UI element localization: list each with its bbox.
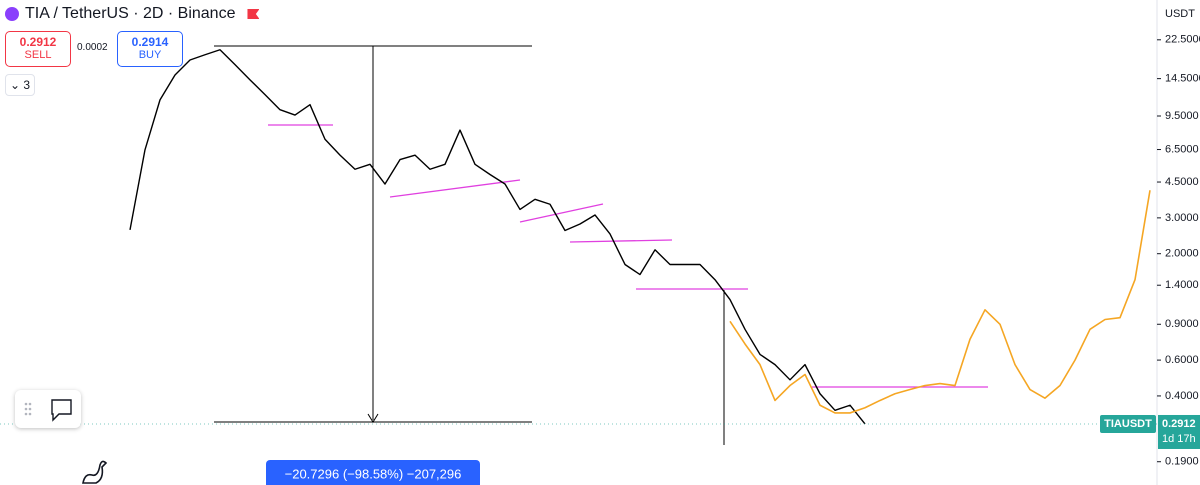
symbol-icon xyxy=(5,7,19,21)
y-tick-label: 14.5000 xyxy=(1165,73,1200,85)
spread: 0.0002 xyxy=(77,42,108,53)
y-axis-label: USDT xyxy=(1165,8,1195,20)
symbol-title: TIA / TetherUS · 2D · Binance xyxy=(25,5,236,22)
symbol-header: TIA / TetherUS · 2D · Binance xyxy=(5,5,260,23)
y-tick-label: 0.9000 xyxy=(1165,318,1199,330)
measure-label: −20.7296 (−98.58%) −207,296 xyxy=(285,466,462,481)
buy-button[interactable]: 0.2914 BUY xyxy=(117,31,183,67)
logo xyxy=(82,460,108,484)
buy-label: BUY xyxy=(138,49,162,61)
flag xyxy=(247,9,260,19)
measure-label-box xyxy=(266,460,480,485)
toolbar-icons xyxy=(24,399,72,422)
price-badge-countdown: 1d 17h xyxy=(1162,433,1196,445)
price-line xyxy=(729,190,1151,414)
price-badge xyxy=(1158,414,1200,449)
indicators-toggle[interactable]: ⌄ 3 xyxy=(5,74,35,96)
y-tick-label: 2.0000 xyxy=(1165,248,1199,260)
sell-price: 0.2912 xyxy=(19,35,57,49)
drawings xyxy=(268,124,988,388)
y-tick-label: 3.0000 xyxy=(1165,212,1199,224)
sell-button[interactable]: 0.2912 SELL xyxy=(5,31,71,67)
y-tick-label: 4.5000 xyxy=(1165,176,1199,188)
indicator-count: 3 xyxy=(23,78,31,92)
y-tick-label: 9.5000 xyxy=(1165,110,1199,122)
support-line xyxy=(569,239,673,243)
symbol-badge xyxy=(1100,414,1156,433)
plot-area xyxy=(0,0,1157,485)
y-tick-label: 6.5000 xyxy=(1165,143,1199,155)
sell-label: SELL xyxy=(24,49,52,61)
support-line xyxy=(519,203,604,223)
drawing-toolbar[interactable] xyxy=(15,390,81,428)
measure-tool xyxy=(214,45,725,445)
y-tick-label: 1.4000 xyxy=(1165,279,1199,291)
buy-price: 0.2914 xyxy=(131,35,169,49)
price-line xyxy=(129,49,866,425)
support-line xyxy=(389,179,521,198)
arrow-head xyxy=(367,413,379,423)
y-tick-label: 22.5000 xyxy=(1165,34,1200,46)
price-badge-value: 0.2912 xyxy=(1162,418,1196,430)
symbol-badge-label: TIAUSDT xyxy=(1104,418,1152,430)
y-tick-label: 0.6000 xyxy=(1165,354,1199,366)
y-tick-label: 0.4000 xyxy=(1165,390,1199,402)
y-tick-label: 0.1900 xyxy=(1165,456,1199,468)
